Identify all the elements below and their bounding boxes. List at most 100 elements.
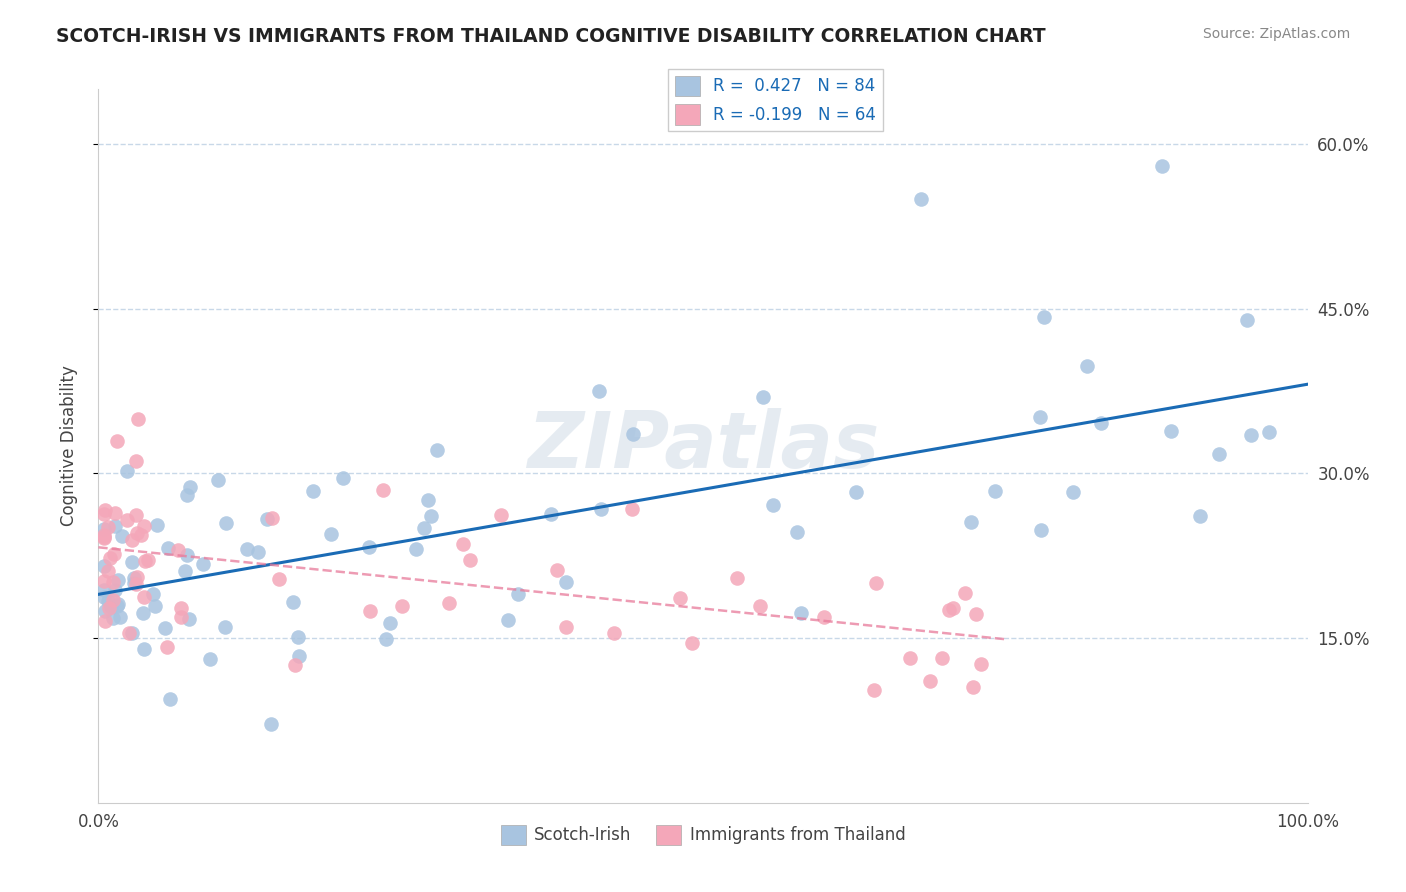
Point: [93, 531, 115, 545]
Point: [262, 511, 284, 525]
Point: [122, 576, 145, 591]
Point: [790, 606, 813, 620]
Point: [93, 528, 115, 542]
Point: [104, 583, 127, 598]
Point: [942, 600, 965, 615]
Point: [844, 485, 866, 500]
Point: [496, 613, 519, 627]
Point: [215, 516, 238, 530]
Point: [159, 692, 181, 706]
Point: [93, 507, 115, 521]
Point: [588, 384, 610, 398]
Point: [136, 553, 159, 567]
Point: [97, 600, 120, 615]
Point: [752, 390, 775, 404]
Point: [94, 614, 117, 628]
Point: [546, 562, 568, 576]
Point: [179, 480, 201, 494]
Point: [93, 574, 115, 588]
Legend: Scotch-Irish, Immigrants from Thailand: Scotch-Irish, Immigrants from Thailand: [494, 818, 912, 852]
Point: [938, 603, 960, 617]
Point: [117, 513, 139, 527]
Point: [898, 651, 921, 665]
Point: [302, 484, 325, 499]
Point: [97, 564, 120, 578]
Point: [910, 192, 932, 206]
Point: [132, 591, 155, 605]
Point: [960, 515, 983, 529]
Point: [953, 586, 976, 600]
Point: [93, 522, 115, 536]
Point: [127, 525, 149, 540]
Point: [177, 612, 200, 626]
Point: [93, 582, 115, 597]
Point: [762, 498, 785, 512]
Point: [439, 596, 461, 610]
Point: [984, 484, 1007, 499]
Point: [104, 506, 127, 520]
Point: [681, 636, 703, 650]
Point: [156, 640, 179, 655]
Text: Source: ZipAtlas.com: Source: ZipAtlas.com: [1202, 27, 1350, 41]
Point: [142, 587, 165, 601]
Point: [174, 564, 197, 578]
Text: SCOTCH-IRISH VS IMMIGRANTS FROM THAILAND COGNITIVE DISABILITY CORRELATION CHART: SCOTCH-IRISH VS IMMIGRANTS FROM THAILAND…: [56, 27, 1046, 45]
Point: [121, 625, 143, 640]
Point: [287, 648, 309, 663]
Point: [1160, 424, 1182, 438]
Point: [555, 620, 578, 634]
Point: [125, 508, 148, 522]
Point: [931, 650, 953, 665]
Point: [107, 597, 129, 611]
Point: [668, 591, 690, 605]
Point: [125, 454, 148, 468]
Point: [371, 483, 394, 497]
Point: [413, 521, 436, 535]
Point: [122, 571, 145, 585]
Point: [193, 557, 215, 571]
Point: [198, 652, 221, 666]
Point: [207, 473, 229, 487]
Point: [813, 610, 835, 624]
Point: [1029, 409, 1052, 424]
Point: [157, 541, 180, 556]
Point: [97, 594, 120, 608]
Point: [108, 610, 131, 624]
Point: [101, 610, 124, 624]
Point: [247, 545, 270, 559]
Point: [540, 507, 562, 521]
Point: [166, 543, 188, 558]
Point: [105, 599, 128, 613]
Point: [865, 576, 887, 591]
Point: [97, 520, 120, 534]
Point: [256, 511, 278, 525]
Point: [129, 527, 152, 541]
Point: [94, 503, 117, 517]
Point: [391, 599, 413, 613]
Point: [378, 615, 401, 630]
Point: [1189, 508, 1212, 523]
Point: [125, 569, 148, 583]
Point: [419, 509, 441, 524]
Point: [153, 621, 176, 635]
Point: [101, 575, 124, 590]
Point: [1236, 312, 1258, 326]
Point: [105, 434, 128, 448]
Point: [863, 683, 886, 698]
Point: [1208, 447, 1230, 461]
Point: [603, 626, 626, 640]
Point: [260, 717, 283, 731]
Point: [127, 411, 149, 425]
Point: [589, 502, 612, 516]
Point: [121, 555, 143, 569]
Point: [1076, 359, 1098, 374]
Point: [103, 592, 125, 607]
Point: [451, 537, 474, 551]
Point: [132, 519, 155, 533]
Point: [176, 548, 198, 562]
Point: [267, 573, 290, 587]
Point: [1258, 425, 1281, 439]
Point: [104, 518, 127, 533]
Point: [359, 540, 381, 554]
Point: [287, 630, 309, 644]
